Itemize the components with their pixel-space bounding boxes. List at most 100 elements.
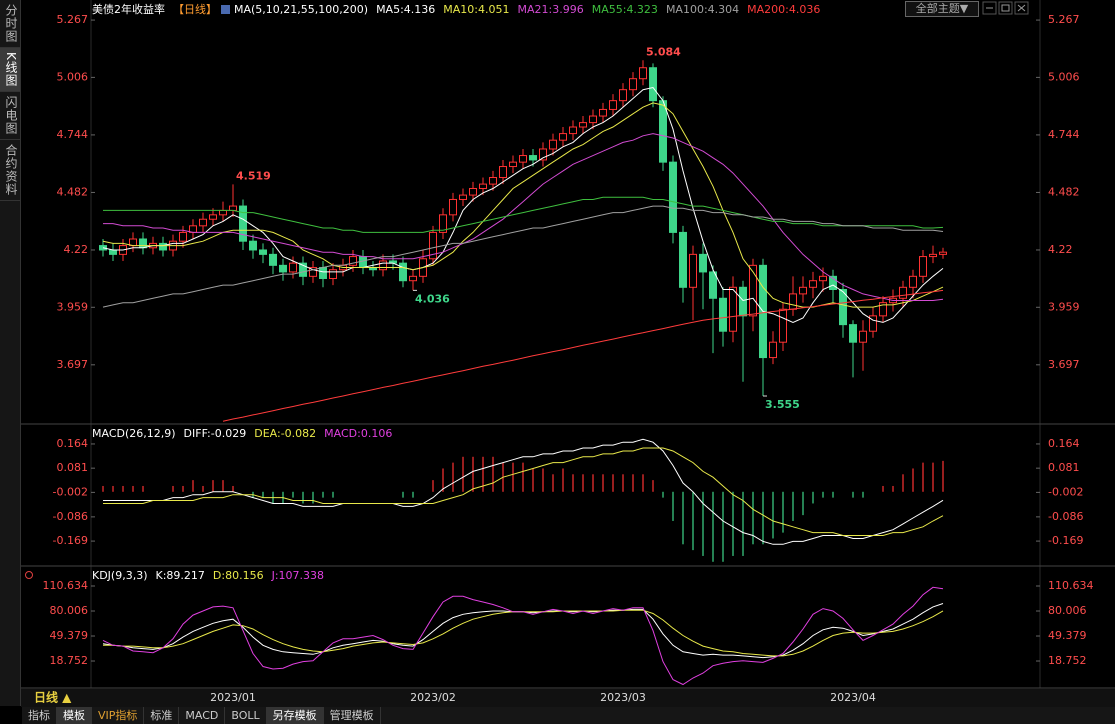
y-tick-label: 5.267 — [1048, 13, 1080, 26]
y-tick-label: 3.959 — [57, 300, 89, 313]
candle-body — [919, 256, 927, 277]
theme-select[interactable]: 全部主题▼ — [905, 1, 979, 17]
candle-body — [689, 253, 697, 288]
window-controls — [982, 1, 1029, 15]
side-tab[interactable]: 合约资料 — [0, 140, 20, 201]
window-button[interactable] — [982, 1, 997, 15]
candle-body — [599, 108, 607, 117]
legend-entry: MA10:4.051 — [443, 3, 509, 16]
tab[interactable]: 标准 — [144, 707, 180, 724]
candle-body — [729, 286, 737, 332]
legend-entry: MA200:4.036 — [747, 3, 820, 16]
line-series — [102, 586, 944, 686]
legend-title: KDJ(9,3,3) — [92, 569, 148, 582]
tab[interactable]: 指标 — [22, 707, 57, 724]
candle-body — [179, 231, 187, 242]
candle-body — [799, 286, 807, 295]
window-button[interactable] — [998, 1, 1013, 15]
y-tick-label: 0.164 — [57, 437, 89, 450]
chart-title: 美债2年收益率 — [92, 2, 165, 16]
legend-entry: MA55:4.323 — [592, 3, 658, 16]
candle-body — [489, 177, 497, 185]
close-icon — [1017, 4, 1026, 12]
candle-body — [409, 275, 417, 282]
y-tick-label: 4.744 — [57, 128, 89, 141]
side-tab[interactable]: 闪电图 — [0, 92, 20, 140]
y-tick-label: 80.006 — [50, 604, 89, 617]
candle-body — [239, 205, 247, 242]
tab-bar: 指标 模板 VIP指标 标准 MACD BOLL 另存模板 管理模板 — [22, 707, 1115, 724]
candle-body — [679, 231, 687, 288]
tab[interactable]: 另存模板 — [266, 707, 324, 724]
candle-body — [619, 89, 627, 102]
candle-body — [219, 209, 227, 216]
candle-body — [929, 253, 937, 258]
y-tick-label: 4.482 — [1048, 185, 1080, 198]
candle-body — [199, 218, 207, 227]
candle-body — [639, 67, 647, 80]
candle-body — [229, 205, 237, 211]
line-series — [102, 102, 944, 308]
candle-body — [529, 155, 537, 161]
candle-body — [279, 264, 287, 273]
y-tick-label: -0.002 — [53, 485, 88, 498]
y-tick-label: -0.002 — [1048, 485, 1083, 498]
line-series — [103, 133, 944, 301]
legend-entry: J:107.338 — [271, 569, 324, 582]
candle-body — [209, 214, 217, 220]
tab[interactable]: BOLL — [225, 707, 267, 724]
candle-body — [289, 262, 297, 273]
candle-body — [109, 249, 117, 255]
legend-entry: DEA:-0.082 — [254, 427, 316, 440]
candle-body — [549, 139, 557, 150]
candle-body — [839, 288, 847, 326]
candle-body — [499, 166, 507, 179]
y-tick-label: 5.267 — [57, 13, 89, 26]
candle-body — [429, 231, 437, 260]
candle-body — [709, 271, 717, 299]
y-tick-label: 5.006 — [1048, 70, 1080, 83]
y-tick-label: 4.482 — [57, 185, 89, 198]
candle-body — [809, 280, 817, 288]
candle-body — [249, 240, 257, 251]
period-button[interactable]: 日线 ▲ — [34, 690, 72, 705]
candle-body — [789, 293, 797, 310]
y-tick-label: -0.169 — [53, 534, 88, 547]
y-tick-label: 3.697 — [57, 358, 89, 371]
candle-body — [259, 249, 267, 255]
candle-body — [469, 187, 477, 196]
candle-body — [269, 253, 277, 266]
tab[interactable]: 管理模板 — [324, 707, 381, 724]
candle-body — [909, 275, 917, 288]
window-button[interactable] — [1014, 1, 1029, 15]
candle-body — [849, 324, 857, 343]
candle-body — [609, 100, 617, 110]
tab[interactable]: MACD — [179, 707, 226, 724]
y-tick-label: 18.752 — [1048, 654, 1087, 667]
chart: 日线 ▲ 2023/01 2023/02 2023/03 2023/04 5.267 5.… — [21, 0, 1115, 707]
side-tab[interactable]: 分时图 — [0, 0, 20, 48]
tab[interactable]: VIP指标 — [92, 707, 145, 724]
settings-icon[interactable] — [25, 571, 33, 579]
x-tick-label: 2023/02 — [410, 691, 456, 704]
legend-title: MACD(26,12,9) — [92, 427, 176, 440]
y-tick-label: 110.634 — [43, 579, 89, 592]
tab[interactable]: 模板 — [57, 707, 92, 724]
legend-entry: MA5:4.136 — [376, 3, 435, 16]
y-tick-label: 49.379 — [50, 629, 89, 642]
candle-body — [479, 183, 487, 189]
candle-body — [509, 161, 517, 168]
side-tab[interactable]: K线图 — [0, 48, 20, 92]
period-label: 【日线】 — [173, 2, 217, 16]
chart-bg — [21, 0, 1115, 707]
y-tick-label: 80.006 — [1048, 604, 1087, 617]
candle-body — [739, 286, 747, 317]
y-tick-label: 49.379 — [1048, 629, 1087, 642]
candle-body — [589, 115, 597, 124]
legend-icon — [221, 5, 230, 14]
candle-body — [869, 315, 877, 332]
date-bar — [21, 689, 1115, 707]
y-tick-label: 5.006 — [57, 70, 89, 83]
y-tick-label: 4.22 — [64, 243, 89, 256]
candle-body — [459, 194, 467, 200]
